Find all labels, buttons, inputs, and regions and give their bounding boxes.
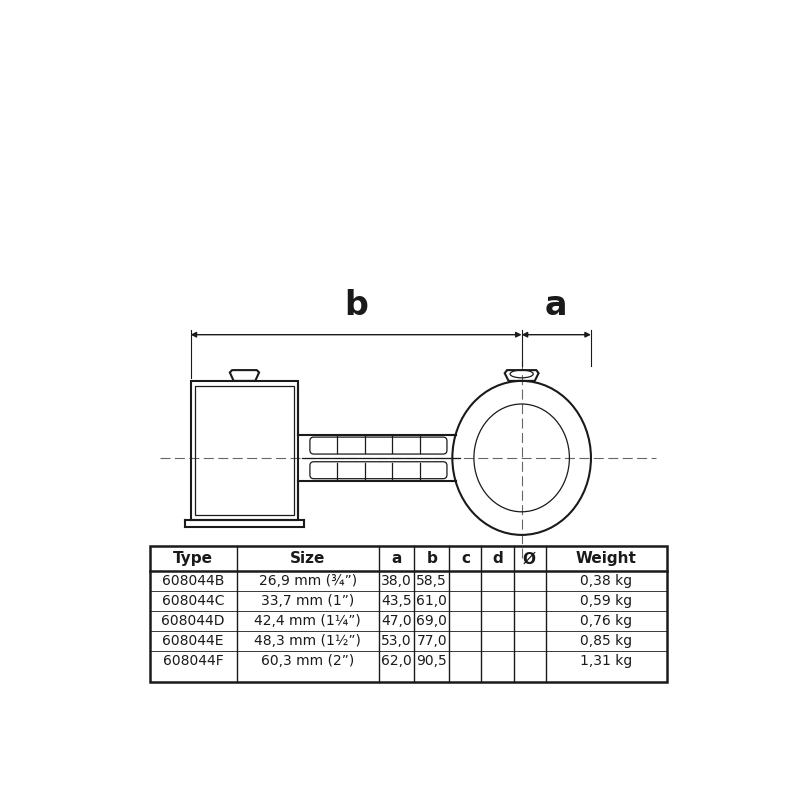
Text: 608044D: 608044D xyxy=(162,614,225,628)
Text: a: a xyxy=(545,290,567,322)
Text: 61,0: 61,0 xyxy=(416,594,447,608)
Text: 77,0: 77,0 xyxy=(417,634,447,648)
Text: 26,9 mm (¾”): 26,9 mm (¾”) xyxy=(258,574,357,588)
Bar xyxy=(150,546,667,682)
Text: 47,0: 47,0 xyxy=(382,614,412,628)
Text: c: c xyxy=(461,551,470,566)
Text: 0,38 kg: 0,38 kg xyxy=(580,574,633,588)
Text: 90,5: 90,5 xyxy=(416,654,447,668)
Text: 0,59 kg: 0,59 kg xyxy=(580,594,633,608)
Text: 53,0: 53,0 xyxy=(382,634,412,648)
Text: b: b xyxy=(344,290,368,322)
Text: 608044C: 608044C xyxy=(162,594,225,608)
Text: Ø: Ø xyxy=(523,551,536,566)
Text: 608044F: 608044F xyxy=(163,654,223,668)
Text: 608044E: 608044E xyxy=(162,634,224,648)
Text: 1,31 kg: 1,31 kg xyxy=(580,654,633,668)
Text: 62,0: 62,0 xyxy=(381,654,412,668)
Text: Size: Size xyxy=(290,551,326,566)
Text: 42,4 mm (1¼”): 42,4 mm (1¼”) xyxy=(254,614,361,628)
Text: 69,0: 69,0 xyxy=(416,614,447,628)
Text: 43,5: 43,5 xyxy=(382,594,412,608)
Text: a: a xyxy=(391,551,402,566)
Text: d: d xyxy=(492,551,503,566)
Text: 0,85 kg: 0,85 kg xyxy=(580,634,633,648)
Text: 60,3 mm (2”): 60,3 mm (2”) xyxy=(261,654,354,668)
Text: 608044B: 608044B xyxy=(162,574,224,588)
Text: 48,3 mm (1½”): 48,3 mm (1½”) xyxy=(254,634,362,648)
Text: Weight: Weight xyxy=(576,551,637,566)
Text: b: b xyxy=(426,551,437,566)
Text: 0,76 kg: 0,76 kg xyxy=(580,614,633,628)
Text: 38,0: 38,0 xyxy=(381,574,412,588)
Text: Type: Type xyxy=(174,551,214,566)
Text: 58,5: 58,5 xyxy=(416,574,447,588)
Text: 33,7 mm (1”): 33,7 mm (1”) xyxy=(261,594,354,608)
